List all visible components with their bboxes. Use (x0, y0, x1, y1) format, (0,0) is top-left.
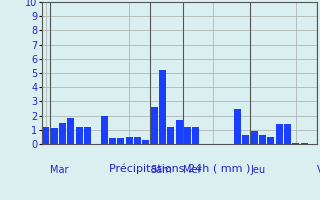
Bar (234, 108, 241, 144)
Bar (151, 107, 158, 144)
Text: Jeu: Jeu (250, 165, 265, 175)
Bar (259, 135, 266, 144)
Bar (276, 124, 283, 144)
Bar (51, 128, 58, 144)
Bar (167, 127, 174, 144)
Bar (84, 127, 91, 144)
Bar (142, 140, 149, 144)
Bar (301, 143, 308, 144)
Text: Sam: Sam (150, 165, 172, 175)
Bar (159, 70, 166, 144)
Bar (268, 137, 275, 144)
Bar (100, 116, 108, 144)
Bar (184, 127, 191, 144)
Bar (109, 138, 116, 144)
Bar (251, 131, 258, 144)
Bar (42, 127, 49, 144)
Bar (76, 127, 83, 144)
Text: Mar: Mar (50, 165, 68, 175)
Bar (134, 137, 141, 144)
Bar (67, 118, 74, 144)
Text: Ven: Ven (317, 165, 320, 175)
Bar (292, 143, 300, 144)
Text: Mer: Mer (183, 165, 202, 175)
Bar (126, 137, 133, 144)
X-axis label: Précipitations 24h ( mm ): Précipitations 24h ( mm ) (108, 163, 250, 174)
Bar (59, 123, 66, 144)
Bar (284, 124, 291, 144)
Bar (242, 135, 250, 144)
Bar (117, 138, 124, 144)
Bar (176, 120, 183, 144)
Bar (192, 127, 199, 144)
